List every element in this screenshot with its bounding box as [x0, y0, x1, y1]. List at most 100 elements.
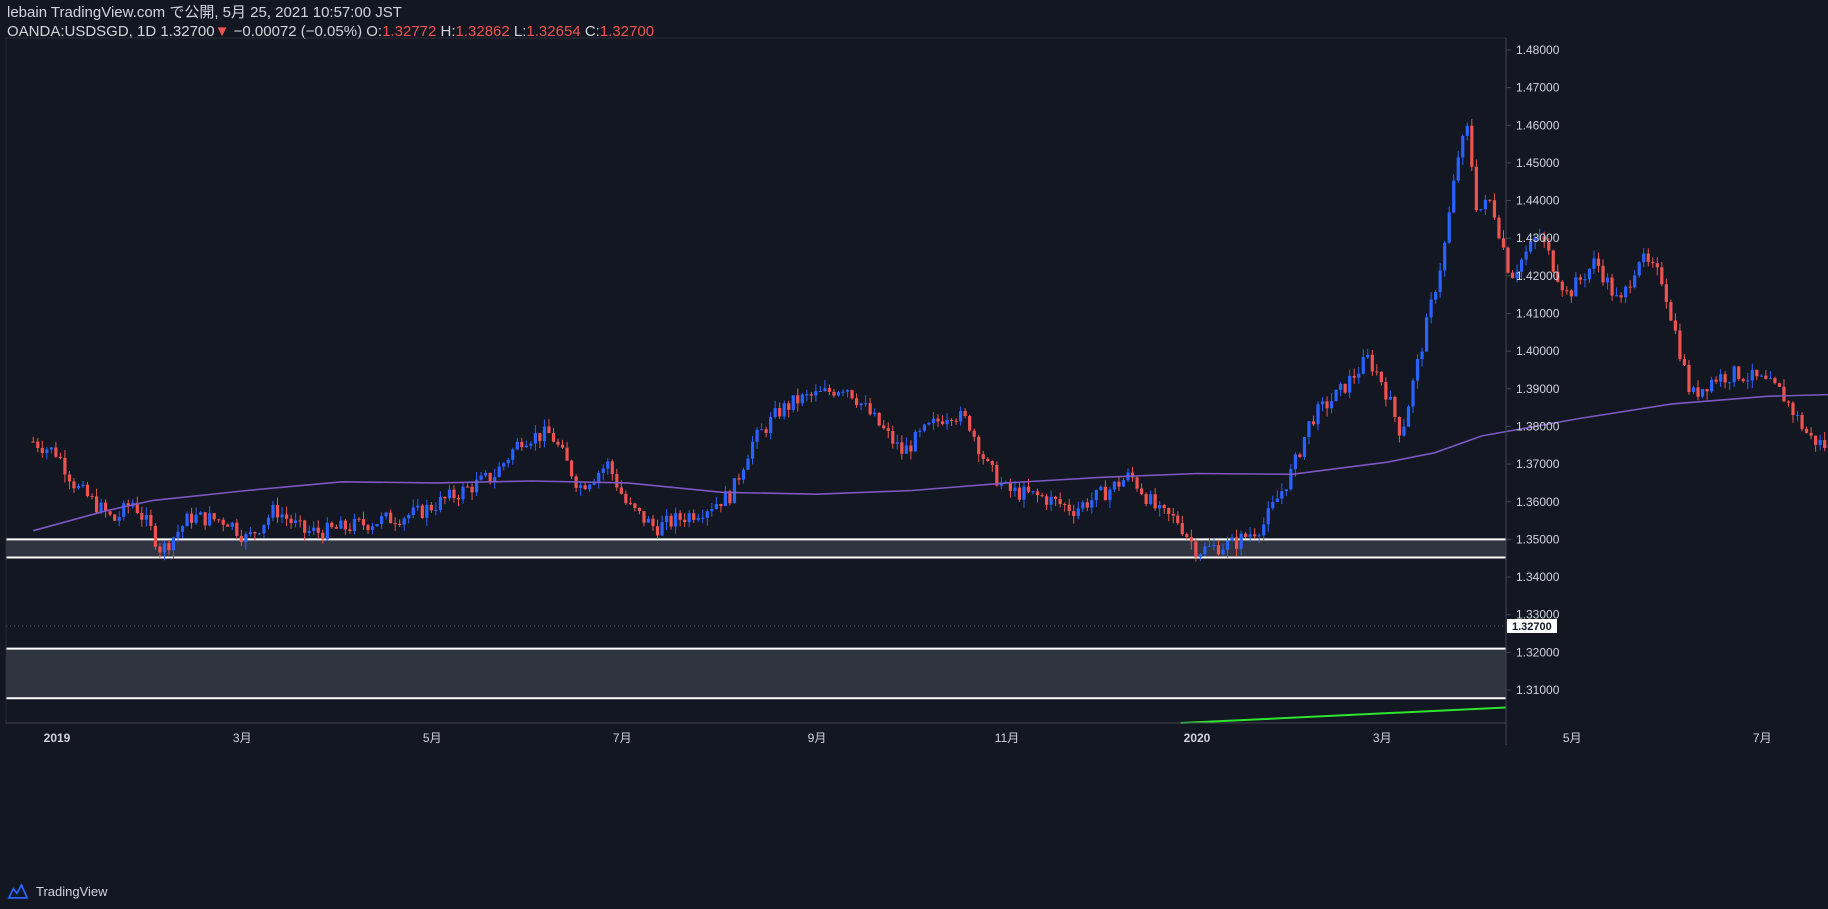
candle-body [284, 514, 289, 519]
candle-body [1614, 295, 1619, 297]
candle-body [81, 484, 85, 486]
candle-body [1081, 502, 1085, 509]
candle-body [1370, 354, 1374, 372]
candle-body [67, 474, 72, 482]
candle-body [927, 422, 931, 425]
candle-body [1565, 290, 1569, 292]
candle-body [1424, 317, 1429, 352]
time-tick-label: 7月 [1753, 731, 1772, 745]
tradingview-logo-icon [7, 883, 29, 899]
price-tick-label: 1.35000 [1516, 532, 1560, 546]
candle-body [560, 444, 565, 448]
candle-body [244, 534, 248, 543]
candle-body [1678, 330, 1682, 360]
candle-body [1660, 267, 1664, 285]
candle-body [1746, 380, 1750, 382]
candle-body [1099, 486, 1103, 490]
time-tick-label: 7月 [613, 731, 632, 745]
candle-body [389, 512, 393, 524]
candle-body [769, 416, 773, 433]
candle-body [171, 537, 176, 551]
candle-body [818, 391, 822, 393]
candle-body [1519, 259, 1524, 272]
candle-body [1162, 505, 1166, 509]
candle-body [1723, 374, 1727, 383]
candle-body [968, 415, 972, 431]
candle-body [357, 518, 361, 520]
candle-body [1130, 472, 1135, 478]
candle-body [913, 431, 917, 452]
close-value: 1.32700 [599, 23, 655, 40]
candle-body [1135, 477, 1139, 489]
candle-body [1501, 238, 1506, 248]
symbol-label[interactable]: OANDA:USDSGD, 1D [7, 23, 157, 40]
candle-body [1578, 277, 1582, 280]
candle-body [606, 461, 610, 469]
candle-body [579, 485, 583, 488]
low-value: 1.32654 [526, 23, 581, 40]
candle-body [1601, 265, 1605, 283]
candle-body [1076, 508, 1080, 516]
candle-body [352, 518, 357, 532]
candle-body [1646, 253, 1650, 262]
candle-body [144, 514, 148, 520]
candle-body [1063, 503, 1067, 505]
candle-body [1719, 374, 1723, 382]
candle-body [176, 531, 180, 538]
candle-body [687, 513, 691, 523]
candle-body [162, 543, 167, 553]
candle-body [407, 515, 411, 519]
candle-body [728, 491, 732, 504]
candle-body [1443, 242, 1447, 271]
candle-body [859, 403, 863, 406]
candle-body [1085, 502, 1089, 508]
candle-body [601, 468, 605, 473]
candle-body [321, 532, 325, 540]
candle-body [615, 474, 619, 488]
last-price-tag [1507, 618, 1557, 633]
candle-body [683, 519, 687, 523]
lower-zone-fill [6, 648, 1506, 699]
footer-brand-label: TradingView [36, 883, 108, 899]
candle-body [1705, 389, 1709, 392]
time-tick-label: 3月 [233, 731, 252, 745]
candle-body [334, 527, 338, 529]
last-price: 1.32700 [160, 23, 215, 40]
candle-body [126, 503, 130, 507]
candle-body [506, 459, 510, 464]
candle-body [1225, 540, 1230, 550]
candle-body [1334, 389, 1338, 402]
candle-body [447, 489, 452, 499]
candle-body [850, 390, 854, 399]
candle-body [1257, 535, 1261, 537]
candle-body [1737, 366, 1741, 380]
price-tick-label: 1.33000 [1516, 608, 1560, 622]
candle-body [452, 489, 456, 499]
candle-body [664, 515, 669, 523]
candle-body [583, 485, 587, 490]
candle-body [823, 388, 827, 392]
candle-body [1420, 351, 1424, 360]
candle-body [1357, 373, 1361, 378]
price-tick-label: 1.42000 [1516, 269, 1560, 283]
candle-body [1094, 489, 1098, 501]
candle-body [949, 419, 954, 421]
candle-body [1415, 359, 1420, 381]
candle-body [633, 503, 637, 508]
candle-body [398, 523, 402, 525]
candle-body [1755, 369, 1759, 377]
candle-body [520, 441, 524, 448]
candle-body [755, 429, 759, 442]
candle-body [212, 513, 216, 520]
candle-body [366, 525, 370, 530]
candle-body [759, 429, 764, 431]
footer-brand[interactable]: TradingView [6, 879, 108, 903]
price-tick-label: 1.31000 [1516, 683, 1560, 697]
candle-body [977, 436, 981, 455]
candle-body [456, 498, 461, 500]
candle-body [1406, 406, 1411, 427]
candle-body [814, 391, 818, 396]
candle-body [778, 408, 782, 417]
candle-body [556, 441, 560, 445]
